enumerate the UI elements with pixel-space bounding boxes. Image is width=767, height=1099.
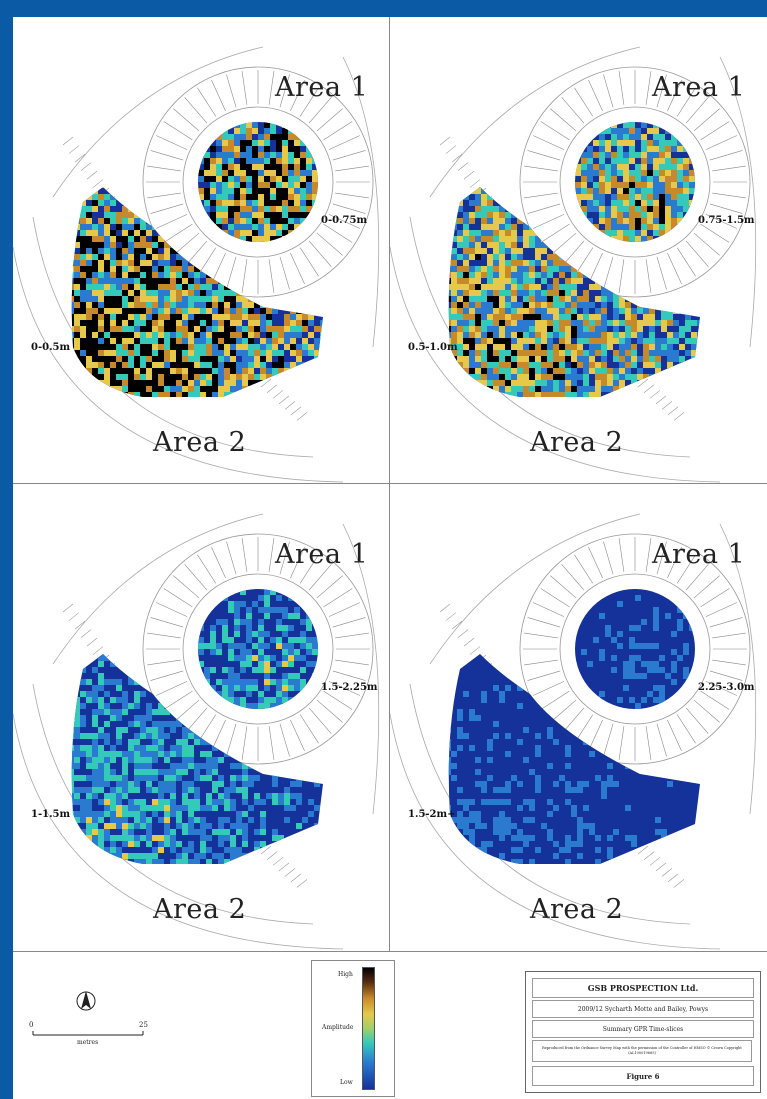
copyright-note: Reproduced from the Ordnance Survey Map … (532, 1040, 752, 1062)
depth-label-area-1: 0.75-1.5m (698, 215, 755, 226)
scale-start: 0 (29, 1021, 34, 1029)
depth-label-area-1: 1.5-2.25m (321, 682, 378, 693)
map-sheet: Area 1 Area 2 0-0.75m 0-0.5m Area 1 Area 2 0.… (13, 17, 767, 1099)
area-1-label: Area 1 (275, 539, 369, 570)
scale-bar: 0 25 metres (13, 977, 213, 1067)
scale-unit: metres (77, 1039, 99, 1046)
panel-bottom-left: Area 1 Area 2 1.5-2.25m 1-1.5m (13, 484, 389, 950)
depth-label-area-2: 0-0.5m (31, 342, 71, 353)
scale-end: 25 (139, 1021, 148, 1029)
panel-top-left: Area 1 Area 2 0-0.75m 0-0.5m (13, 17, 389, 483)
gpr-map (390, 513, 757, 950)
figure-number: Figure 6 (532, 1066, 754, 1086)
panel-top-right: Area 1 Area 2 0.75-1.5m 0.5-1.0m (390, 17, 766, 483)
gpr-map (13, 46, 380, 483)
amplitude-color-ramp (362, 967, 375, 1090)
figure-subject: Summary GPR Time-slices (532, 1020, 754, 1038)
title-block: GSB PROSPECTION Ltd. 2009/12 Sycharth Mo… (525, 971, 761, 1093)
depth-label-area-1: 0-0.75m (321, 215, 368, 226)
panel-divider-horizontal (13, 483, 767, 484)
area-2-label: Area 2 (153, 894, 247, 925)
area-1-label: Area 1 (652, 539, 746, 570)
amplitude-legend: High Amplitude Low (311, 960, 395, 1097)
area-2-label: Area 2 (530, 894, 624, 925)
depth-label-area-2: 1.5-2m+ (408, 809, 456, 820)
legend-divider (13, 951, 767, 952)
gpr-map (390, 46, 757, 483)
depth-label-area-2: 0.5-1.0m (408, 342, 458, 353)
area-2-label: Area 2 (530, 427, 624, 458)
depth-label-area-1: 2.25-3.0m (698, 682, 755, 693)
area-2-label: Area 2 (153, 427, 247, 458)
area-1-label: Area 1 (652, 72, 746, 103)
depth-label-area-2: 1-1.5m (31, 809, 71, 820)
legend-high: High (338, 971, 353, 978)
project-title: 2009/12 Sycharth Motte and Bailey, Powys (532, 1000, 754, 1018)
gpr-map (13, 513, 380, 950)
company-name: GSB PROSPECTION Ltd. (532, 978, 754, 998)
area-1-label: Area 1 (275, 72, 369, 103)
legend-mid: Amplitude (322, 1024, 354, 1031)
legend-low: Low (340, 1079, 353, 1086)
panel-divider-vertical (389, 17, 390, 951)
north-arrow-icon (32, 991, 144, 1036)
panel-bottom-right: Area 1 Area 2 2.25-3.0m 1.5-2m+ (390, 484, 766, 950)
